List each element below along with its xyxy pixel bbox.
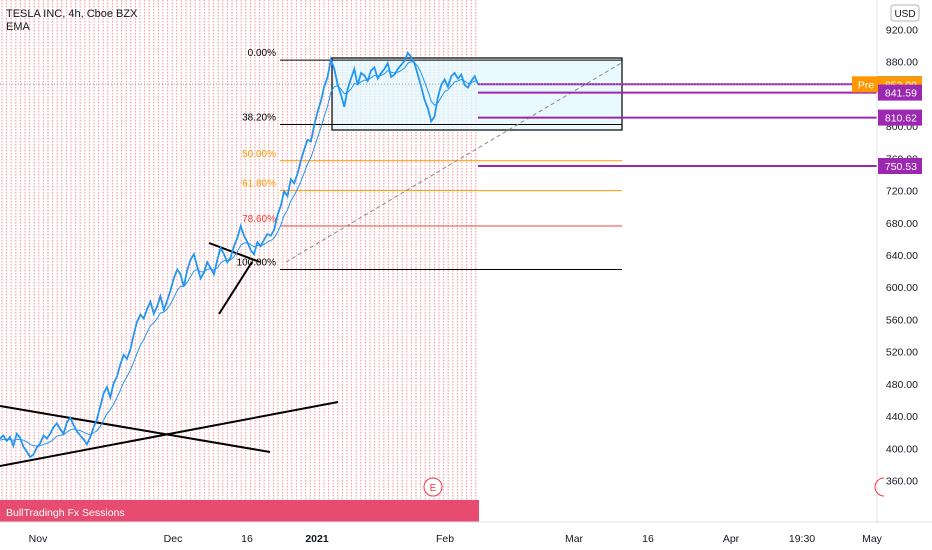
y-tick-label: 880.00	[886, 57, 918, 69]
fib-level-label: 50.00%	[242, 149, 276, 160]
fib-level-label: 0.00%	[248, 48, 276, 59]
x-tick-label: Nov	[29, 533, 48, 545]
price-badge	[878, 84, 922, 101]
trend-line-projection[interactable]	[285, 61, 624, 263]
trend-lines[interactable]	[0, 61, 624, 467]
x-tick-label: Dec	[164, 533, 183, 545]
symbol-title[interactable]: TESLA INC, 4h, Cboe BZX	[6, 8, 138, 20]
y-tick-label: 680.00	[886, 218, 918, 230]
fib-level-label: 61.80%	[242, 179, 276, 190]
price-badge-label: 750.53	[885, 161, 917, 173]
fib-level-label: 78.60%	[242, 214, 276, 225]
ema-series-line[interactable]	[0, 61, 479, 447]
chart-legend: TESLA INC, 4h, Cboe BZX EMA	[6, 8, 137, 34]
sessions-label: BullTradingh Fx Sessions	[6, 507, 125, 519]
indicator-label[interactable]: EMA	[6, 21, 30, 33]
price-series-line[interactable]	[0, 51, 479, 459]
earnings-marker-label: E	[430, 483, 437, 494]
currency-label: USD	[894, 9, 915, 20]
price-badge-label: 810.62	[885, 113, 917, 125]
y-tick-label: 640.00	[886, 250, 918, 262]
session-stripes	[1, 0, 477, 500]
earnings-marker[interactable]	[423, 477, 443, 497]
price-badge	[878, 109, 922, 126]
y-tick-label: 600.00	[886, 282, 918, 294]
y-tick-label: 400.00	[886, 443, 918, 455]
scroll-arc	[874, 477, 885, 497]
trend-line[interactable]	[218, 261, 253, 315]
y-tick-label: 440.00	[886, 411, 918, 423]
x-tick-label: 16	[241, 533, 253, 545]
time-axis[interactable]: Nov Dec 16 2021 Feb Mar 16 Apr 19:30 May	[0, 521, 932, 545]
y-tick-label: 480.00	[886, 379, 918, 391]
fibonacci-retracement[interactable]: 0.00% 38.20% 50.00% 61.80% 78.60% 100.00%	[237, 48, 622, 270]
currency-button[interactable]	[890, 4, 920, 22]
x-tick-label: 16	[642, 533, 654, 545]
fib-level-label: 38.20%	[242, 113, 276, 124]
fib-level-label: 100.00%	[237, 258, 277, 269]
trend-line[interactable]	[0, 401, 339, 467]
pre-market-tag-label: Pre	[858, 79, 875, 91]
price-badge-label: 841.59	[885, 88, 917, 100]
y-tick-label: 360.00	[886, 476, 918, 488]
sessions-bar[interactable]	[0, 500, 479, 522]
pre-market-tag	[852, 76, 880, 93]
y-tick-label: 520.00	[886, 347, 918, 359]
x-tick-label: 19:30	[789, 533, 815, 545]
x-tick-label: Apr	[723, 533, 740, 545]
x-tick-label: Mar	[565, 533, 584, 545]
y-tick-label: 720.00	[886, 186, 918, 198]
price-axis[interactable]: USD 920.00880.00840.00800.00760.00720.00…	[852, 0, 922, 522]
x-tick-label: Feb	[436, 533, 454, 545]
y-tick-label: 560.00	[886, 314, 918, 326]
x-tick-label: 2021	[305, 533, 329, 545]
price-badge	[878, 158, 922, 174]
trend-line[interactable]	[0, 405, 271, 453]
x-tick-label: May	[862, 533, 883, 545]
trend-line[interactable]	[208, 242, 261, 263]
y-tick-label: 920.00	[886, 25, 918, 37]
